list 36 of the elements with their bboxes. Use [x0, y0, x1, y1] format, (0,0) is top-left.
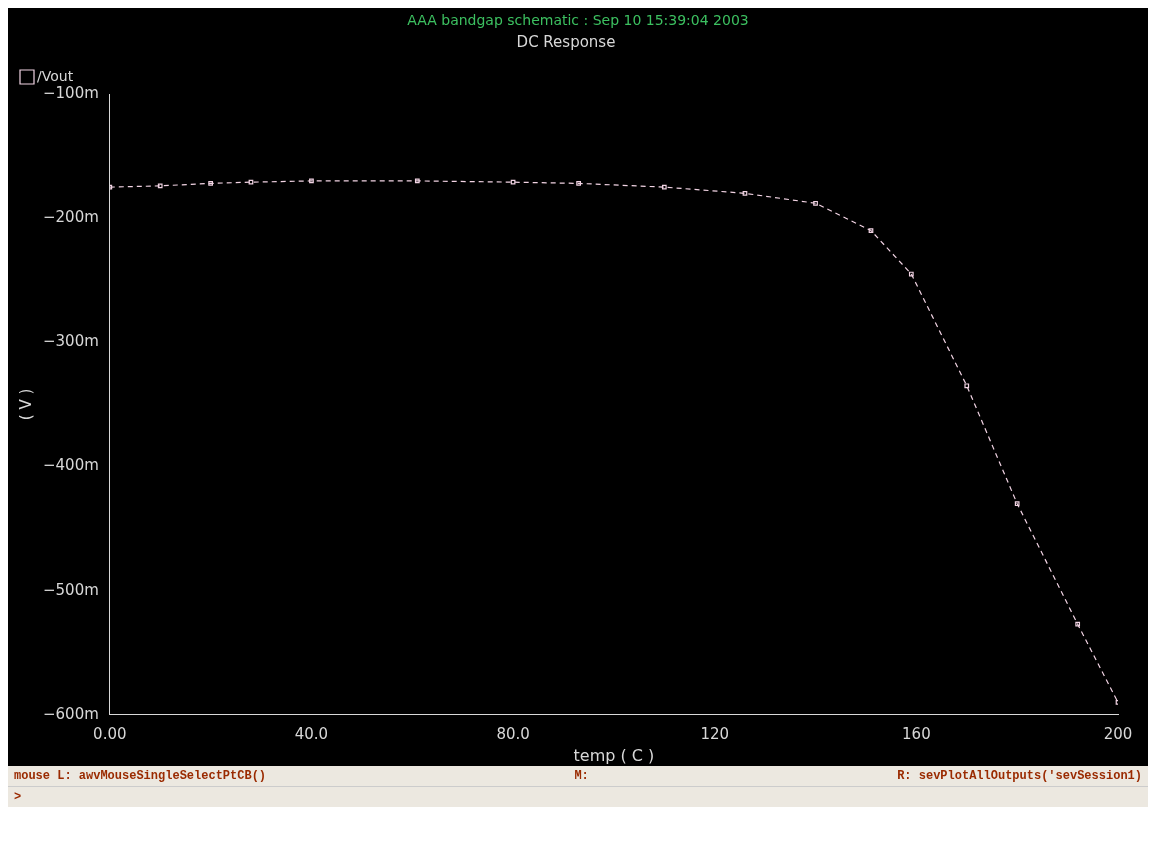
x-axis-title: temp ( C )	[573, 745, 655, 765]
x-tick-label: 40.0	[294, 724, 329, 743]
text: M:	[574, 769, 589, 783]
chart-subtitle: AAA bandgap schematic : Sep 10 15:39:04 2003	[406, 11, 750, 28]
y-tick-label: −400m	[43, 456, 99, 475]
point	[1014, 501, 1020, 507]
y-tick-label: −300m	[43, 332, 99, 351]
point	[742, 190, 748, 196]
point	[157, 183, 163, 189]
chart-title: DC Response	[516, 32, 616, 51]
point	[248, 179, 254, 185]
y-tick-label: −500m	[43, 580, 99, 599]
x-tick-label: 120	[700, 724, 730, 743]
x-tick-label: 80.0	[496, 724, 530, 743]
point	[208, 181, 213, 186]
legend-label: /Vout	[37, 67, 74, 84]
point	[661, 184, 667, 190]
x-tick-label: 0.00	[93, 724, 127, 743]
text: >	[14, 790, 22, 804]
point	[109, 184, 113, 190]
y-axis-title: ( V )	[16, 388, 35, 421]
x-tick-label: 200	[1103, 724, 1133, 743]
point	[813, 200, 818, 206]
y-tick-label: −600m	[43, 704, 99, 723]
text: R: sevPlotAllOutputs('sevSession1)	[897, 769, 1142, 783]
point	[964, 383, 970, 389]
point	[510, 179, 516, 185]
point	[414, 178, 420, 184]
point	[1075, 621, 1081, 627]
y-tick-label: −200m	[43, 208, 99, 227]
y-tick-label: −100m	[43, 83, 99, 102]
point	[309, 178, 314, 184]
point	[576, 181, 581, 186]
x-tick-label: 160	[902, 724, 931, 743]
point	[908, 271, 914, 277]
text: mouse L: awvMouseSingleSelectPtCB()	[14, 769, 267, 783]
